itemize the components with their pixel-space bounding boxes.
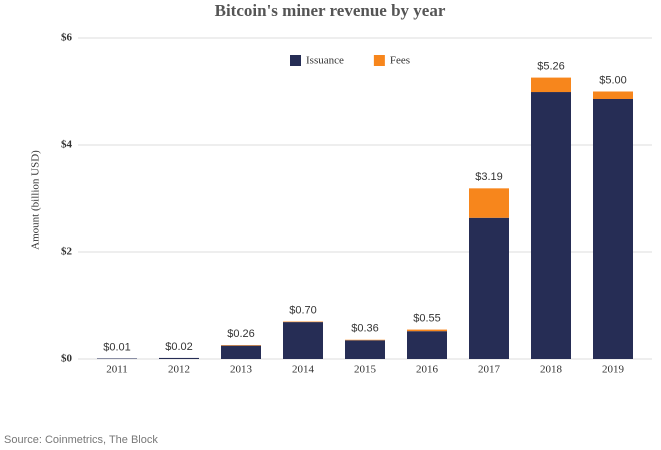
legend-swatch bbox=[373, 55, 385, 66]
legend-label: Issuance bbox=[306, 55, 344, 67]
y-tick-label: $0 bbox=[61, 353, 73, 365]
x-tick-label: 2018 bbox=[540, 364, 563, 376]
y-tick-label: $6 bbox=[61, 32, 73, 44]
bar-segment bbox=[283, 321, 323, 323]
bar-segment bbox=[159, 357, 199, 359]
x-tick-label: 2016 bbox=[416, 364, 439, 376]
legend-label: Fees bbox=[390, 55, 410, 67]
y-tick-label: $4 bbox=[61, 139, 73, 151]
bar-segment bbox=[221, 345, 261, 346]
bar-segment bbox=[407, 331, 447, 359]
total-label: $0.70 bbox=[289, 304, 317, 316]
chart-title: Bitcoin's miner revenue by year bbox=[215, 1, 446, 20]
legend-swatch bbox=[290, 55, 301, 66]
bar-segment bbox=[345, 340, 385, 359]
x-tick-label: 2019 bbox=[602, 364, 625, 376]
bar-segment bbox=[221, 345, 261, 359]
bar-segment bbox=[593, 91, 633, 99]
bar-segment bbox=[97, 358, 137, 359]
bar-segment bbox=[407, 329, 447, 332]
total-label: $5.00 bbox=[599, 74, 627, 86]
x-tick-label: 2013 bbox=[230, 364, 253, 376]
total-label: $0.36 bbox=[351, 323, 379, 335]
bar-segment bbox=[345, 339, 385, 341]
total-label: $0.01 bbox=[103, 341, 131, 353]
total-label: $0.02 bbox=[165, 341, 193, 353]
total-label: $3.19 bbox=[475, 171, 503, 183]
source: Source: Coinmetrics, The Block bbox=[4, 434, 158, 446]
x-tick-label: 2012 bbox=[168, 364, 190, 376]
y-tick-label: $2 bbox=[61, 246, 73, 258]
bar-segment bbox=[469, 188, 509, 218]
bar-segment bbox=[283, 322, 323, 359]
bar-segment bbox=[531, 92, 571, 359]
x-tick-label: 2014 bbox=[292, 364, 315, 376]
total-label: $0.55 bbox=[413, 312, 441, 324]
bar-segment bbox=[593, 98, 633, 360]
x-tick-label: 2017 bbox=[478, 364, 501, 376]
x-tick-label: 2015 bbox=[354, 364, 377, 376]
total-label: $5.26 bbox=[537, 60, 565, 72]
x-tick-label: 2011 bbox=[106, 364, 128, 376]
bar-segment bbox=[469, 217, 509, 359]
total-label: $0.26 bbox=[227, 328, 255, 340]
y-axis-label: Amount (billion USD) bbox=[30, 150, 42, 250]
bar-segment bbox=[531, 77, 571, 93]
